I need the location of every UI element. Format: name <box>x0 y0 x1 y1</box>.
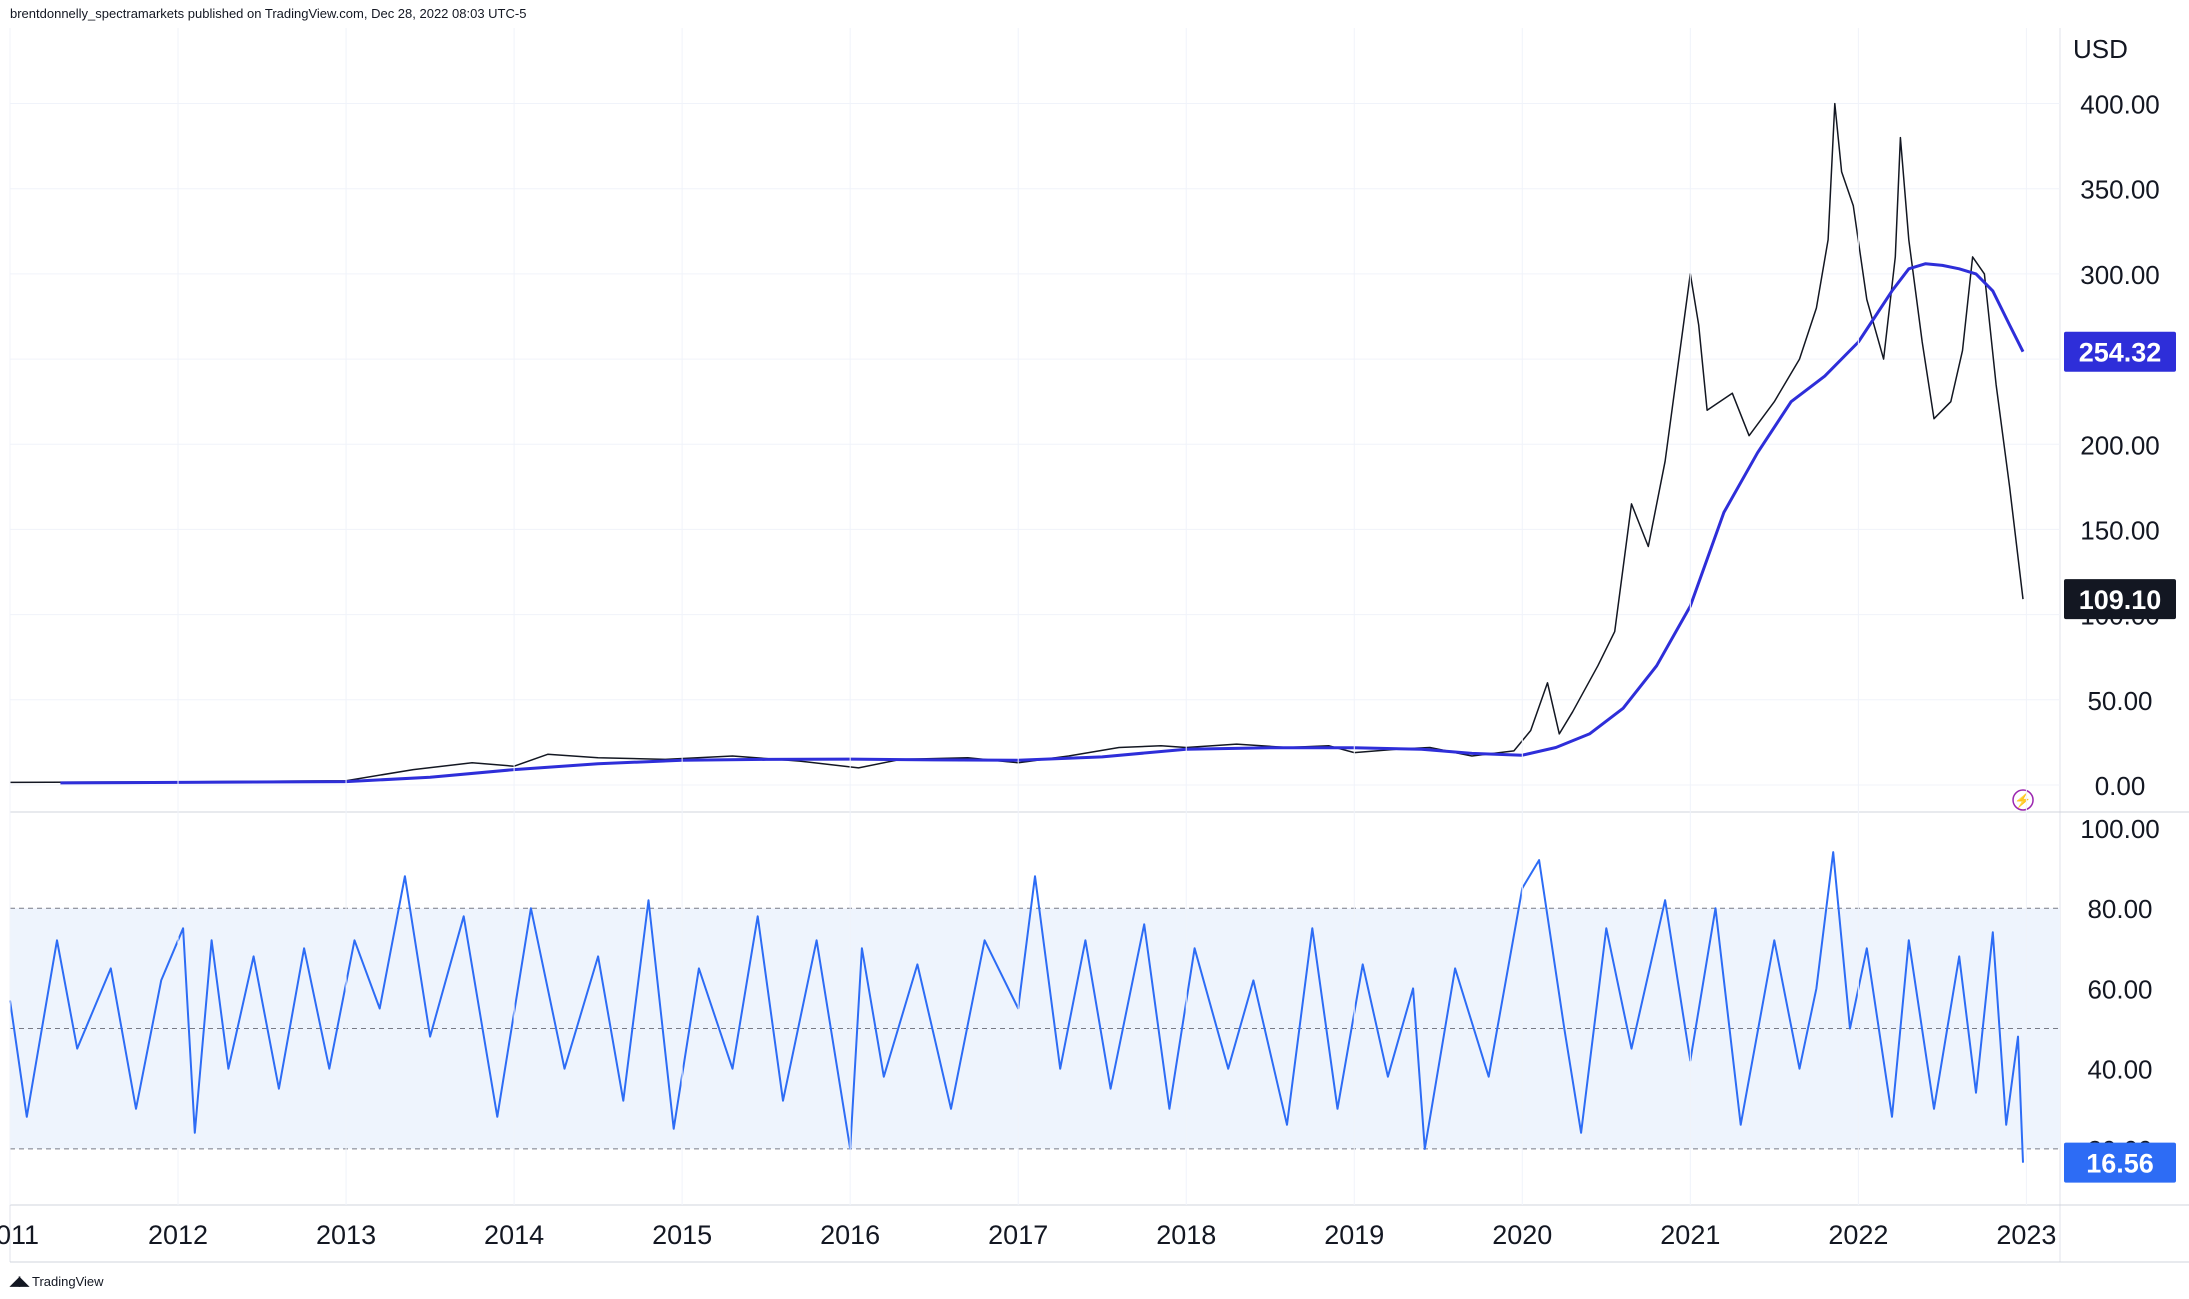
x-tick-label: 2013 <box>316 1220 376 1250</box>
moving-average-value-label: 254.32 <box>2079 338 2162 368</box>
oscillator-last-value-label-bg <box>2064 1142 2176 1183</box>
footer-brand-text: TradingView <box>32 1273 104 1289</box>
footer-brand: ◢◣ TradingView <box>10 1273 104 1289</box>
price-panel: 400.00350.00300.00250.00200.00150.00100.… <box>9 34 2176 811</box>
x-tick-label: 2022 <box>1828 1220 1888 1250</box>
event-marker-icon <box>2012 789 2034 811</box>
time-axis: 2011 2012 2013 2014 2015 2016 2017 2018 2019 2020… <box>0 28 2056 1250</box>
x-tick-label: 2011 <box>0 1220 39 1250</box>
x-tick-label: 2019 <box>1324 1220 1384 1250</box>
last-price-label: 109.10 <box>2079 585 2162 615</box>
moving-average-value-label-bg <box>2064 331 2176 372</box>
price-line <box>9 102 2024 784</box>
oscillator-tick-label: 100.00 <box>2080 814 2160 844</box>
price-tick-label: 0.00 <box>2095 771 2146 801</box>
x-tick-label: 2021 <box>1660 1220 1720 1250</box>
x-tick-label: 2023 <box>1996 1220 2056 1250</box>
oscillator-tick-label: 40.00 <box>2087 1055 2152 1085</box>
lightning-icon: ⚡ <box>2014 792 2031 809</box>
price-tick-label: 400.00 <box>2080 90 2160 120</box>
price-tick-label: 200.00 <box>2080 430 2160 460</box>
x-tick-label: 2017 <box>988 1220 1048 1250</box>
x-tick-label: 2016 <box>820 1220 880 1250</box>
x-tick-label: 2015 <box>652 1220 712 1250</box>
moving-average-line <box>60 262 2025 785</box>
tradingview-logo-icon: ◢◣ <box>10 1273 29 1288</box>
currency-label: USD <box>2073 34 2128 64</box>
x-tick-label: 2020 <box>1492 1220 1552 1250</box>
price-tick-label: 350.00 <box>2080 175 2160 205</box>
oscillator-tick-label: 80.00 <box>2087 894 2152 924</box>
price-tick-label: 150.00 <box>2080 515 2160 545</box>
oscillator-band <box>10 908 2060 1149</box>
last-price-label-bg <box>2064 579 2176 620</box>
publish-info: brentdonnelly_spectramarkets published o… <box>10 6 527 21</box>
x-tick-label: 2014 <box>484 1220 544 1250</box>
oscillator-last-value-label: 16.56 <box>2086 1149 2154 1179</box>
x-tick-label: 2012 <box>148 1220 208 1250</box>
price-tick-label: 50.00 <box>2087 686 2152 716</box>
x-tick-label: 2018 <box>1156 1220 1216 1250</box>
oscillator-tick-label: 60.00 <box>2087 974 2152 1004</box>
price-tick-label: 300.00 <box>2080 260 2160 290</box>
oscillator-line <box>9 851 2024 1163</box>
